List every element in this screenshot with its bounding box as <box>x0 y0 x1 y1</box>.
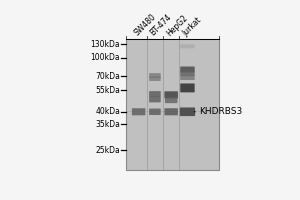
Text: 130kDa: 130kDa <box>90 40 120 49</box>
Bar <box>126 39 219 170</box>
Text: 70kDa: 70kDa <box>95 72 120 81</box>
FancyBboxPatch shape <box>149 76 161 81</box>
FancyBboxPatch shape <box>149 73 161 78</box>
FancyBboxPatch shape <box>180 44 195 48</box>
FancyBboxPatch shape <box>165 97 178 103</box>
FancyBboxPatch shape <box>164 108 178 115</box>
FancyBboxPatch shape <box>149 109 161 115</box>
Text: 55kDa: 55kDa <box>95 86 120 95</box>
FancyBboxPatch shape <box>180 67 195 72</box>
FancyBboxPatch shape <box>164 91 178 98</box>
FancyBboxPatch shape <box>132 108 146 115</box>
Text: HepG2: HepG2 <box>165 13 190 38</box>
Bar <box>126 111 219 112</box>
Text: 25kDa: 25kDa <box>95 146 120 155</box>
Text: BT-474: BT-474 <box>148 13 174 38</box>
FancyBboxPatch shape <box>180 75 195 80</box>
Text: 40kDa: 40kDa <box>95 107 120 116</box>
Text: SW480: SW480 <box>132 13 158 38</box>
FancyBboxPatch shape <box>149 91 161 97</box>
FancyBboxPatch shape <box>180 107 195 116</box>
FancyBboxPatch shape <box>180 71 195 76</box>
Text: 100kDa: 100kDa <box>90 53 120 62</box>
Text: 35kDa: 35kDa <box>95 120 120 129</box>
FancyBboxPatch shape <box>149 97 161 102</box>
Text: KHDRBS3: KHDRBS3 <box>199 107 242 116</box>
FancyBboxPatch shape <box>180 83 195 92</box>
Text: Jurkat: Jurkat <box>181 15 203 38</box>
